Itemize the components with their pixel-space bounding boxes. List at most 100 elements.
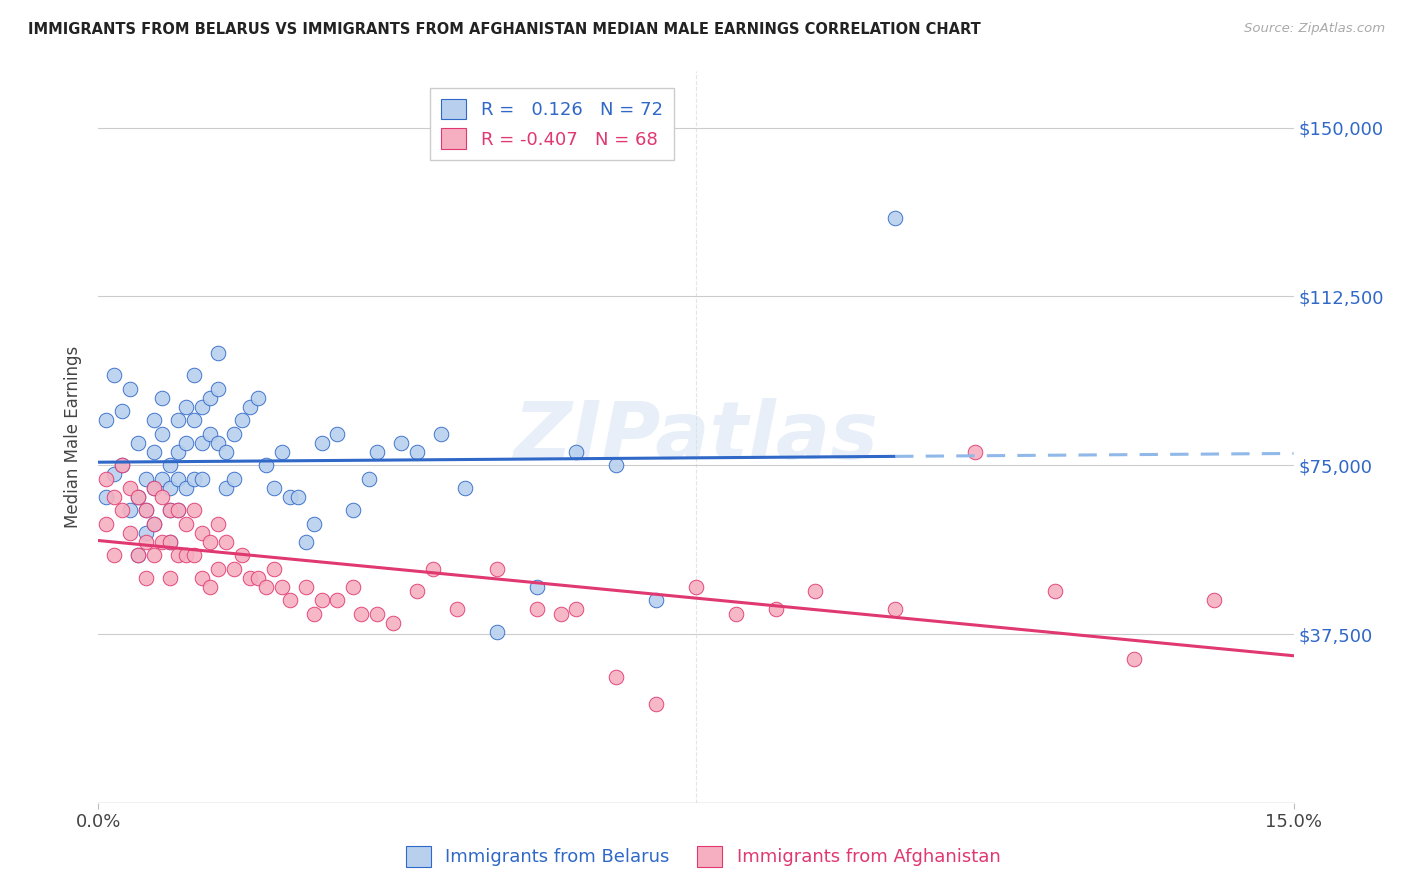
Text: Source: ZipAtlas.com: Source: ZipAtlas.com — [1244, 22, 1385, 36]
Point — [804, 584, 827, 599]
Point — [311, 435, 333, 450]
Point — [302, 516, 325, 531]
Point — [111, 404, 134, 418]
Text: ZIPatlas: ZIPatlas — [513, 398, 879, 476]
Point — [215, 534, 238, 549]
Point — [198, 391, 221, 405]
Point — [294, 580, 316, 594]
Point — [143, 481, 166, 495]
Point — [183, 548, 205, 562]
Point — [183, 503, 205, 517]
Point — [231, 413, 253, 427]
Point — [96, 490, 118, 504]
Point — [96, 516, 118, 531]
Point — [207, 382, 229, 396]
Point — [96, 413, 118, 427]
Point — [120, 382, 142, 396]
Point — [103, 490, 125, 504]
Point — [127, 435, 149, 450]
Point — [884, 211, 907, 225]
Point — [143, 413, 166, 427]
Point — [605, 670, 627, 684]
Point — [103, 368, 125, 383]
Point — [120, 481, 142, 495]
Text: IMMIGRANTS FROM BELARUS VS IMMIGRANTS FROM AFGHANISTAN MEDIAN MALE EARNINGS CORR: IMMIGRANTS FROM BELARUS VS IMMIGRANTS FR… — [28, 22, 981, 37]
Point — [263, 481, 285, 495]
Point — [565, 602, 588, 616]
Point — [174, 435, 197, 450]
Point — [135, 525, 157, 540]
Point — [215, 444, 238, 458]
Point — [302, 607, 325, 621]
Point — [167, 413, 190, 427]
Point — [1043, 584, 1066, 599]
Point — [174, 481, 197, 495]
Point — [135, 472, 157, 486]
Point — [263, 562, 285, 576]
Point — [311, 593, 333, 607]
Point — [406, 584, 429, 599]
Point — [191, 525, 214, 540]
Point — [605, 458, 627, 473]
Point — [143, 516, 166, 531]
Point — [127, 490, 149, 504]
Point — [207, 345, 229, 359]
Point — [127, 548, 149, 562]
Point — [167, 472, 190, 486]
Point — [246, 391, 269, 405]
Point — [207, 435, 229, 450]
Point — [550, 607, 572, 621]
Point — [645, 593, 668, 607]
Point — [231, 548, 253, 562]
Point — [724, 607, 747, 621]
Point — [278, 593, 301, 607]
Point — [167, 503, 190, 517]
Point — [174, 516, 197, 531]
Point — [159, 481, 181, 495]
Point — [239, 400, 262, 414]
Point — [326, 426, 349, 441]
Point — [430, 426, 453, 441]
Point — [207, 562, 229, 576]
Point — [159, 503, 181, 517]
Point — [526, 580, 548, 594]
Point — [183, 472, 205, 486]
Point — [207, 516, 229, 531]
Point — [406, 444, 429, 458]
Legend: Immigrants from Belarus, Immigrants from Afghanistan: Immigrants from Belarus, Immigrants from… — [398, 838, 1008, 874]
Point — [765, 602, 787, 616]
Point — [565, 444, 588, 458]
Point — [342, 580, 364, 594]
Point — [1202, 593, 1225, 607]
Point — [135, 503, 157, 517]
Point — [127, 490, 149, 504]
Point — [485, 624, 508, 639]
Point — [150, 391, 173, 405]
Point — [159, 534, 181, 549]
Point — [159, 503, 181, 517]
Point — [294, 534, 316, 549]
Point — [222, 472, 245, 486]
Point — [326, 593, 349, 607]
Point — [884, 602, 907, 616]
Point — [103, 467, 125, 482]
Point — [198, 426, 221, 441]
Point — [254, 458, 277, 473]
Point — [1123, 652, 1146, 666]
Point — [135, 503, 157, 517]
Point — [150, 426, 173, 441]
Point — [111, 503, 134, 517]
Point — [191, 472, 214, 486]
Point — [191, 571, 214, 585]
Point — [685, 580, 707, 594]
Point — [382, 615, 405, 630]
Point — [526, 602, 548, 616]
Point — [167, 548, 190, 562]
Point — [222, 426, 245, 441]
Point — [174, 548, 197, 562]
Point — [159, 534, 181, 549]
Point — [127, 548, 149, 562]
Point — [254, 580, 277, 594]
Point — [366, 607, 388, 621]
Point — [215, 481, 238, 495]
